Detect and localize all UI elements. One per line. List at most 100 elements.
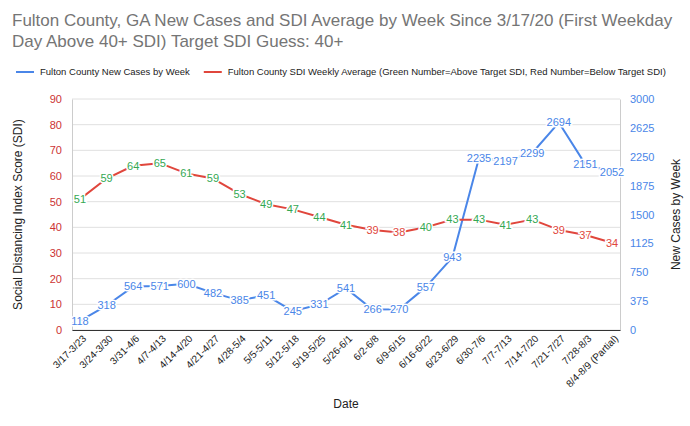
axis-line bbox=[72, 100, 73, 331]
series-line bbox=[80, 163, 612, 243]
tick-label: 6/23-6/29 bbox=[423, 333, 461, 371]
tick-label: 1875 bbox=[630, 180, 654, 192]
data-label: 37 bbox=[579, 229, 591, 241]
legend-label: Fulton County New Cases by Week bbox=[40, 66, 190, 77]
data-label: 39 bbox=[553, 224, 565, 236]
grid-line bbox=[72, 124, 620, 125]
data-label: 2299 bbox=[520, 147, 544, 159]
data-label: 47 bbox=[287, 203, 299, 215]
data-label: 53 bbox=[233, 188, 245, 200]
y2-axis-title: New Cases by Week bbox=[669, 158, 683, 270]
legend-item: Fulton County New Cases by Week bbox=[16, 66, 190, 77]
tick: 750 bbox=[620, 266, 648, 278]
tick: 20 bbox=[50, 273, 72, 285]
tick: 375 bbox=[620, 295, 648, 307]
tick-label: 20 bbox=[50, 273, 62, 285]
tick-label: 0 bbox=[630, 324, 636, 336]
tick-label: 70 bbox=[50, 144, 62, 156]
axis-line bbox=[620, 100, 621, 331]
tick: 1875 bbox=[620, 180, 654, 192]
grid-line bbox=[72, 201, 620, 202]
tick: 0 bbox=[620, 324, 636, 336]
data-label: 270 bbox=[390, 303, 408, 315]
data-label: 38 bbox=[393, 226, 405, 238]
tick: 70 bbox=[50, 144, 72, 156]
data-label: 39 bbox=[366, 224, 378, 236]
data-label: 49 bbox=[260, 198, 272, 210]
data-label: 2052 bbox=[600, 166, 624, 178]
tick: 3000 bbox=[620, 93, 654, 105]
tick: 6/23-6/29 bbox=[423, 330, 461, 370]
tick-label: 3/24-3/30 bbox=[77, 333, 115, 371]
data-label: 245 bbox=[284, 305, 302, 317]
tick: 8/4-8/9 (Partial) bbox=[564, 330, 621, 389]
tick: 40 bbox=[50, 221, 72, 233]
data-label: 318 bbox=[97, 299, 115, 311]
tick: 1125 bbox=[620, 237, 654, 249]
tick: 80 bbox=[50, 119, 72, 131]
tick-label: 5/26-6/1 bbox=[321, 333, 355, 367]
data-label: 571 bbox=[151, 280, 169, 292]
axis-line bbox=[73, 330, 621, 331]
grid-line bbox=[72, 253, 620, 254]
data-label: 34 bbox=[606, 237, 618, 249]
tick-label: 2625 bbox=[630, 122, 654, 134]
data-label: 2235 bbox=[467, 152, 491, 164]
legend-swatch bbox=[16, 71, 34, 73]
data-label: 2151 bbox=[573, 158, 597, 170]
tick-label: 50 bbox=[50, 196, 62, 208]
data-label: 41 bbox=[340, 219, 352, 231]
tick: 60 bbox=[50, 170, 72, 182]
tick: 3/24-3/30 bbox=[77, 330, 115, 370]
data-label: 2694 bbox=[547, 116, 571, 128]
chart-title: Fulton County, GA New Cases and SDI Aver… bbox=[12, 11, 673, 51]
data-label: 43 bbox=[446, 213, 458, 225]
tick: 90 bbox=[50, 93, 72, 105]
grid bbox=[72, 99, 620, 330]
tick: 2250 bbox=[620, 151, 654, 163]
data-label: 61 bbox=[180, 167, 192, 179]
tick-label: 7/21-7/27 bbox=[529, 333, 567, 371]
data-label: 451 bbox=[257, 289, 275, 301]
grid-line bbox=[72, 304, 620, 305]
data-label: 118 bbox=[71, 315, 89, 327]
data-label: 541 bbox=[337, 282, 355, 294]
tick-label: 2250 bbox=[630, 151, 654, 163]
data-label: 40 bbox=[420, 221, 432, 233]
x-axis: 3/17-3/233/24-3/303/31-4/64/7-4/134/14-4… bbox=[51, 330, 621, 389]
data-label: 51 bbox=[74, 193, 86, 205]
data-label: 385 bbox=[230, 294, 248, 306]
x-axis-title: Date bbox=[333, 397, 359, 411]
tick-label: 0 bbox=[56, 324, 62, 336]
data-label: 600 bbox=[177, 278, 195, 290]
tick: 0 bbox=[56, 324, 72, 336]
data-label: 41 bbox=[499, 219, 511, 231]
data-label: 2197 bbox=[493, 155, 517, 167]
y-axis: 0102030405060708090 bbox=[50, 93, 73, 336]
tick: 5/19-5/25 bbox=[290, 330, 328, 370]
data-label: 64 bbox=[127, 160, 139, 172]
data-label: 59 bbox=[100, 172, 112, 184]
tick-label: 90 bbox=[50, 93, 62, 105]
tick: 2625 bbox=[620, 122, 654, 134]
tick: 4/21-4/27 bbox=[184, 330, 222, 370]
tick-label: 375 bbox=[630, 295, 648, 307]
y-axis: 0375750112515001875225026253000 bbox=[620, 93, 654, 336]
data-label: 943 bbox=[443, 251, 461, 263]
series-line bbox=[80, 123, 612, 321]
title-line: Day Above 40+ SDI) Target SDI Guess: 40+ bbox=[12, 32, 343, 51]
tick-label: 60 bbox=[50, 170, 62, 182]
tick-label: 750 bbox=[630, 266, 648, 278]
tick: 7/21-7/27 bbox=[529, 330, 567, 370]
tick: 50 bbox=[50, 196, 72, 208]
data-label: 43 bbox=[473, 213, 485, 225]
grid-line bbox=[72, 99, 620, 100]
data-label: 331 bbox=[310, 298, 328, 310]
tick: 5/26-6/1 bbox=[321, 330, 355, 367]
data-label: 564 bbox=[124, 280, 142, 292]
data-label: 482 bbox=[204, 287, 222, 299]
plot-area bbox=[80, 123, 612, 321]
data-labels: 1183185645716004823854512453315412662705… bbox=[71, 116, 624, 326]
tick-label: 80 bbox=[50, 119, 62, 131]
tick-label: 4/28-5/4 bbox=[214, 333, 248, 367]
